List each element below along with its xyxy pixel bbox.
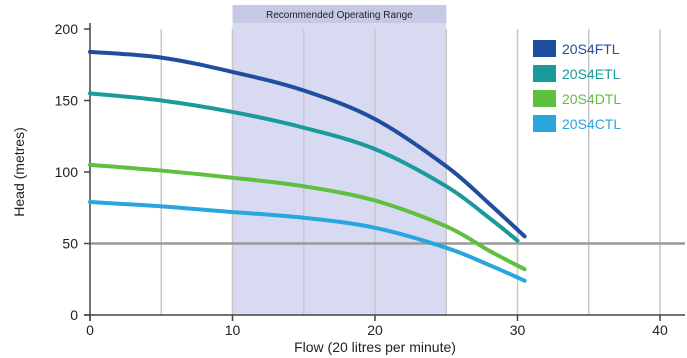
x-tick-label: 20 <box>367 322 383 338</box>
legend-swatch-20s4etl <box>533 65 556 82</box>
series-line-20s4dtl <box>88 162 527 272</box>
series-line-20s4ctl <box>88 200 527 283</box>
legend-swatch-20s4ftl <box>533 40 556 57</box>
legend-label-20s4ftl: 20S4FTL <box>562 41 620 57</box>
y-axis-label: Head (metres) <box>11 127 27 216</box>
legend-label-20s4ctl: 20S4CTL <box>562 116 621 132</box>
y-tick-label: 100 <box>55 164 79 180</box>
x-axis-label: Flow (20 litres per minute) <box>294 339 456 355</box>
x-tick-label: 30 <box>510 322 526 338</box>
series-line-20s4etl <box>88 91 520 243</box>
y-tick-label: 0 <box>70 307 78 323</box>
operating-range-band: Recommended Operating Range <box>232 5 447 315</box>
operating-range-band-fill <box>232 5 447 315</box>
operating-range-label: Recommended Operating Range <box>266 10 413 21</box>
x-tick-label: 10 <box>225 322 241 338</box>
legend-label-20s4dtl: 20S4DTL <box>562 91 621 107</box>
legend-swatch-20s4dtl <box>533 90 556 107</box>
y-tick-label: 200 <box>55 21 79 37</box>
operating-range-header <box>232 5 447 23</box>
series-lines <box>88 49 527 283</box>
legend-label-20s4etl: 20S4ETL <box>562 66 621 82</box>
x-tick-label: 40 <box>652 322 668 338</box>
series-line-20s4ftl <box>88 49 527 239</box>
tick-labels: 0 50 100 150 200 0 10 20 30 40 <box>55 21 668 338</box>
x-tick-label: 0 <box>86 322 94 338</box>
legend: 20S4FTL 20S4ETL 20S4DTL 20S4CTL <box>533 40 621 132</box>
axes <box>84 23 685 321</box>
y-tick-label: 50 <box>62 236 78 252</box>
legend-swatch-20s4ctl <box>533 115 556 132</box>
y-tick-label: 150 <box>55 93 79 109</box>
